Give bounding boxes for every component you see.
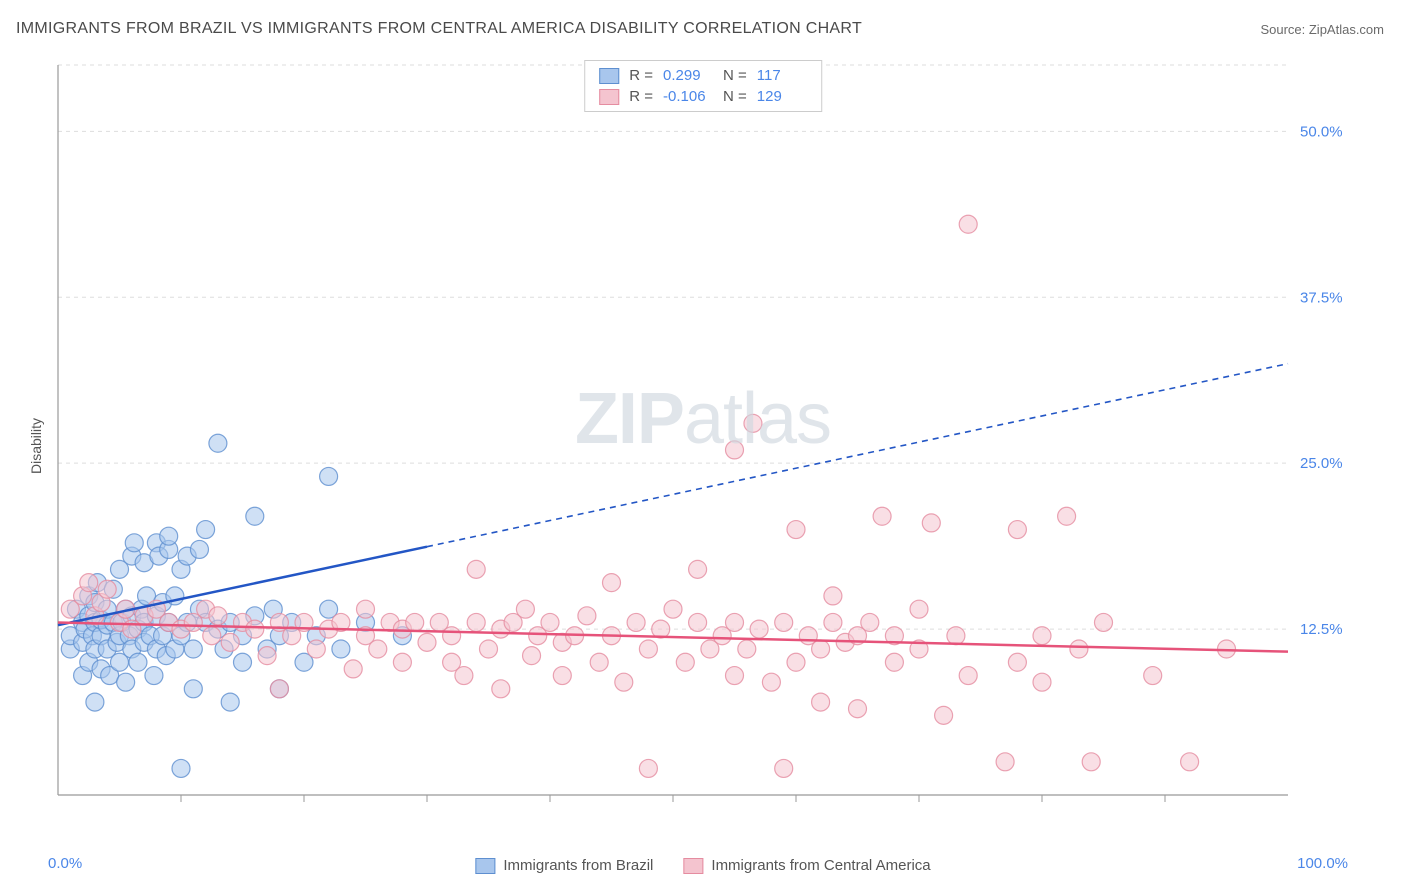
swatch-central-america — [599, 89, 619, 105]
y-axis-label: Disability — [28, 418, 44, 474]
correlation-legend: R = 0.299 N = 117 R = -0.106 N = 129 — [584, 60, 822, 112]
plot-area: 12.5% 25.0% 37.5% 50.0% — [48, 55, 1348, 825]
legend-item-central-america: Immigrants from Central America — [683, 857, 930, 874]
source-link[interactable]: ZipAtlas.com — [1309, 22, 1384, 37]
scatter-chart: 12.5% 25.0% 37.5% 50.0% — [48, 55, 1348, 825]
svg-text:25.0%: 25.0% — [1300, 455, 1343, 472]
x-axis-max-label: 100.0% — [1297, 855, 1348, 872]
n-value-brazil: 117 — [757, 67, 807, 84]
svg-text:12.5%: 12.5% — [1300, 621, 1343, 638]
legend-label-brazil: Immigrants from Brazil — [503, 857, 653, 874]
swatch-icon — [683, 858, 703, 874]
source-attribution: Source: ZipAtlas.com — [1260, 22, 1384, 37]
legend-row-brazil: R = 0.299 N = 117 — [599, 65, 807, 86]
legend-label-central-america: Immigrants from Central America — [711, 857, 930, 874]
chart-title: IMMIGRANTS FROM BRAZIL VS IMMIGRANTS FRO… — [16, 20, 862, 38]
r-value-central-america: -0.106 — [663, 88, 713, 105]
source-prefix: Source: — [1260, 22, 1308, 37]
legend-item-brazil: Immigrants from Brazil — [475, 857, 653, 874]
svg-text:50.0%: 50.0% — [1300, 123, 1343, 140]
n-value-central-america: 129 — [757, 88, 807, 105]
swatch-brazil — [599, 68, 619, 84]
series-legend: Immigrants from Brazil Immigrants from C… — [475, 857, 930, 874]
swatch-icon — [475, 858, 495, 874]
legend-row-central-america: R = -0.106 N = 129 — [599, 86, 807, 107]
x-axis-min-label: 0.0% — [48, 855, 82, 872]
svg-text:37.5%: 37.5% — [1300, 289, 1343, 306]
r-value-brazil: 0.299 — [663, 67, 713, 84]
